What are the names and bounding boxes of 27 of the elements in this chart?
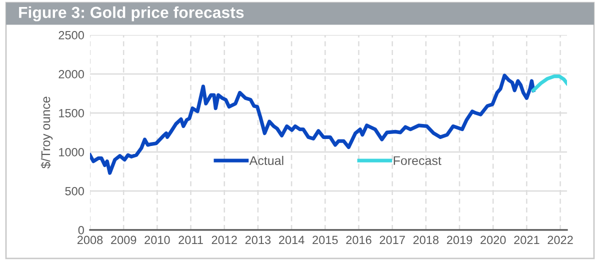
x-tick-label: 2012	[212, 236, 237, 244]
x-tick-label: 2021	[514, 236, 540, 244]
y-tick-label: 0	[78, 226, 84, 234]
y-axis-title: $/Troy ounce	[40, 96, 53, 169]
x-tick-label: 2022	[548, 236, 573, 244]
x-tick-label: 2008	[77, 236, 103, 244]
y-tick-label: 500	[65, 186, 84, 196]
y-tick-label: 1000	[59, 148, 84, 156]
x-tick-label: 2009	[111, 236, 136, 244]
y-tick-label: 2500	[58, 31, 84, 40]
legend-label: Forecast	[394, 156, 442, 166]
legend-label: Actual	[249, 156, 284, 166]
line-series	[532, 74, 567, 92]
line-series	[90, 74, 536, 175]
x-tick-label: 2018	[413, 236, 439, 244]
y-tick-label: 2000	[58, 70, 84, 78]
x-tick-label: 2013	[245, 236, 271, 244]
x-tick-label: 2011	[178, 236, 203, 244]
chart-title: Figure 3: Gold price forecasts	[19, 6, 244, 22]
y-tick-label: 1500	[59, 108, 84, 118]
x-tick-label: 2019	[446, 236, 472, 244]
x-tick-label: 2017	[380, 236, 405, 244]
x-tick-label: 2016	[346, 236, 372, 244]
x-tick-label: 2014	[279, 236, 304, 244]
x-tick-label: 2015	[312, 236, 338, 244]
x-tick-label: 2020	[480, 236, 506, 244]
x-tick-label: 2010	[144, 236, 170, 244]
